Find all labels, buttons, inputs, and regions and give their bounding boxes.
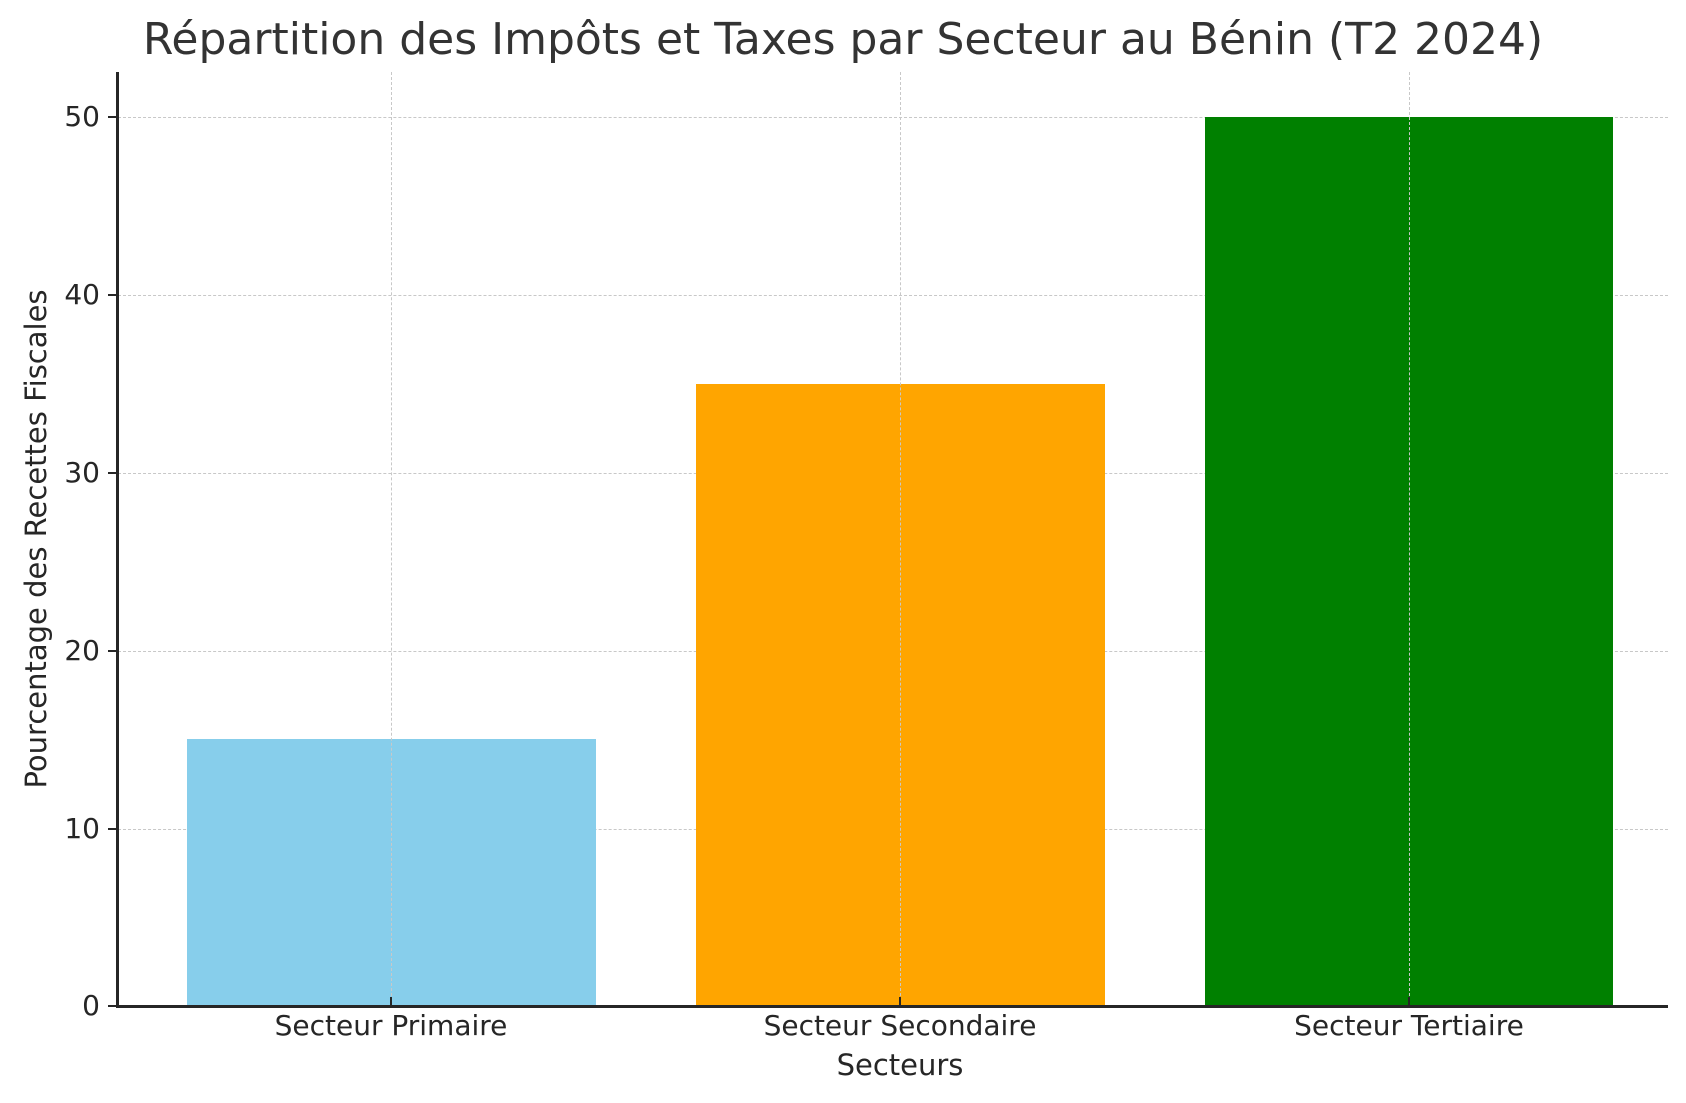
ytick-mark-50 (108, 116, 117, 118)
xtick-mark-tertiaire (1408, 997, 1410, 1006)
vgrid-line-secondaire (900, 72, 901, 1006)
ytick-mark-30 (108, 472, 117, 474)
vgrid-line-tertiaire (1409, 72, 1410, 1006)
hgrid-line-50 (118, 117, 1668, 118)
ytick-label-0: 0 (82, 989, 100, 1022)
chart-title: Répartition des Impôts et Taxes par Sect… (142, 14, 1544, 65)
xtick-label-secondaire: Secteur Secondaire (763, 1009, 1037, 1042)
ytick-mark-0 (108, 1005, 117, 1007)
ytick-label-10: 10 (64, 812, 100, 845)
hgrid-line-40 (118, 295, 1668, 296)
y-axis-title: Pourcentage des Recettes Fiscales (19, 289, 53, 789)
vgrid-line-primaire (391, 72, 392, 1006)
xtick-mark-secondaire (899, 997, 901, 1006)
xtick-label-tertiaire: Secteur Tertiaire (1294, 1009, 1524, 1042)
ytick-label-50: 50 (64, 100, 100, 133)
ytick-mark-10 (108, 828, 117, 830)
y-axis-spine (116, 72, 119, 1008)
ytick-label-40: 40 (64, 278, 100, 311)
xtick-label-primaire: Secteur Primaire (274, 1009, 508, 1042)
xtick-mark-primaire (390, 997, 392, 1006)
ytick-label-20: 20 (64, 634, 100, 667)
x-axis-title: Secteurs (836, 1048, 964, 1082)
ytick-mark-40 (108, 294, 117, 296)
ytick-mark-20 (108, 650, 117, 652)
x-axis-spine (116, 1005, 1668, 1008)
ytick-label-30: 30 (64, 456, 100, 489)
